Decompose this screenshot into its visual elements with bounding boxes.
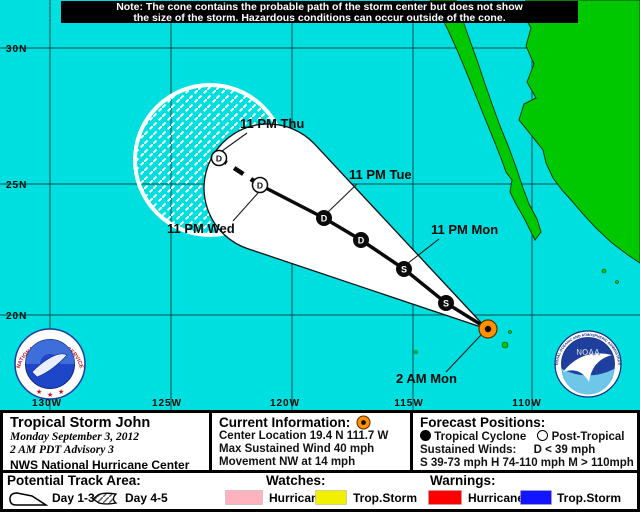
forecast-point: S [396, 261, 412, 277]
current-info-panel: Current Information: Center Location 19.… [212, 413, 413, 470]
movement: Movement NW at 14 mph [219, 456, 356, 468]
lat-label-25n: 25N [6, 180, 27, 191]
day13-cone-icon [9, 492, 48, 506]
svg-text:S: S [443, 299, 449, 309]
d-scale-label: D < 39 mph [533, 444, 596, 456]
post-tropical-label: Post-Tropical [551, 431, 625, 443]
day45-label: Day 4-5 [125, 491, 168, 505]
post-tropical-icon [537, 430, 549, 441]
day45-cone-icon [91, 492, 118, 505]
day13-label: Day 1-3 [52, 491, 95, 505]
svg-text:S: S [401, 265, 407, 275]
watches-heading: Watches: [266, 473, 326, 488]
potential-track-heading: Potential Track Area: [7, 473, 141, 488]
svg-text:★: ★ [47, 391, 53, 399]
legend-row: Potential Track Area: Day 1-3 Day 4-5 Wa… [3, 473, 637, 509]
svg-text:D: D [321, 214, 328, 224]
current-info-heading: Current Information: [219, 415, 351, 430]
hurricane-watch-label: Hurricane [269, 491, 326, 505]
trop-storm-warning-swatch [520, 490, 552, 505]
trop-storm-watch-swatch [315, 490, 347, 505]
note-line-1: Note: The cone contains the probable pat… [116, 1, 523, 13]
trop-storm-watch-label: Trop.Storm [353, 491, 418, 505]
info-panel: Tropical Storm John Monday September 3, … [0, 410, 640, 512]
lon-label-110w: 110W [512, 398, 542, 409]
svg-text:D: D [216, 154, 222, 164]
forecast-points-post-tropical: D D [210, 149, 269, 194]
noaa-logo: NATIONAL OCEANIC AND ATMOSPHERIC ADMINIS… [554, 330, 622, 398]
svg-text:★: ★ [36, 388, 42, 396]
svg-text:NOAA: NOAA [576, 348, 600, 357]
land-mainland-mexico [518, 0, 640, 264]
lon-label-125w: 125W [152, 398, 182, 409]
svg-text:D: D [358, 236, 365, 246]
label-pointers [221, 132, 483, 373]
agency-name: NWS National Hurricane Center [10, 458, 190, 472]
forecast-positions-heading: Forecast Positions: [420, 415, 546, 430]
note-banner: Note: The cone contains the probable pat… [61, 1, 578, 24]
center-location: Center Location 19.4 N 111.7 W [219, 430, 389, 442]
forecast-track-line [259, 183, 489, 331]
current-position-icon [356, 415, 371, 430]
land-baja-california [429, 0, 542, 241]
current-position-marker [478, 319, 498, 339]
forecast-points-tropical: S S D D [316, 210, 454, 311]
forecast-cone-map: S S D D D D 11 PM Thu 11 PM Wed 11 PM Tu… [0, 0, 640, 410]
track-label-mon: 11 PM Mon [431, 222, 498, 237]
islands [414, 268, 619, 354]
storm-info-panel: Tropical Storm John Monday September 3, … [3, 413, 212, 472]
nws-logo: NATIONAL WEATHER SERVICE ★ ★ ★ [14, 328, 86, 400]
warnings-heading: Warnings: [430, 473, 496, 488]
note-line-2: the size of the storm. Hazardous conditi… [133, 12, 506, 24]
hurricane-warning-label: Hurricane [468, 491, 525, 505]
advisory-number: 2 AM PDT Advisory 3 [10, 444, 114, 456]
svg-text:D: D [257, 181, 263, 191]
hurricane-watch-swatch [225, 490, 263, 505]
tropical-cyclone-label: Tropical Cyclone [434, 431, 527, 443]
forecast-point-post: D [210, 149, 228, 167]
lat-label-20n: 20N [6, 311, 27, 322]
track-label-thu: 11 PM Thu [240, 116, 304, 131]
max-sustained-wind: Max Sustained Wind 40 mph [219, 443, 375, 455]
sustained-winds-label: Sustained Winds: [420, 444, 517, 456]
forecast-point: D [353, 232, 369, 248]
track-label-current: 2 AM Mon [396, 371, 457, 386]
hurricane-warning-swatch [428, 490, 462, 505]
forecast-point-post: D [251, 176, 269, 194]
lon-label-130w: 130W [32, 398, 62, 409]
track-label-wed: 11 PM Wed [167, 221, 235, 236]
lon-label-120w: 120W [270, 398, 300, 409]
tropical-cyclone-icon [420, 430, 431, 441]
lon-label-115w: 115W [394, 398, 424, 409]
forecast-positions-panel: Forecast Positions: Tropical Cyclone Pos… [413, 413, 637, 470]
lat-label-30n: 30N [6, 44, 27, 55]
track-label-tue: 11 PM Tue [349, 167, 412, 182]
forecast-point: S [438, 295, 454, 311]
storm-title: Tropical Storm John [10, 415, 151, 431]
advisory-date: Monday September 3, 2012 [10, 431, 140, 443]
forecast-point: D [316, 210, 332, 226]
wind-scale-line: S 39-73 mph H 74-110 mph M > 110mph [420, 457, 634, 469]
svg-text:★: ★ [58, 388, 64, 396]
info-row: Tropical Storm John Monday September 3, … [3, 413, 637, 473]
trop-storm-warning-label: Trop.Storm [557, 491, 622, 505]
